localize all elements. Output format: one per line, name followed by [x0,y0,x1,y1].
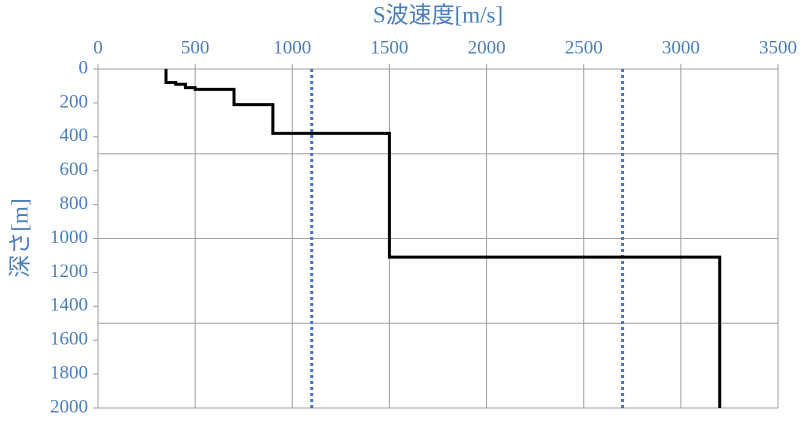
x-axis-title: S波速度[m/s] [373,2,503,27]
x-tick-label: 3500 [759,37,797,58]
data-line [164,69,722,408]
y-tick-label: 1800 [50,362,88,383]
y-tick-label: 200 [60,91,89,112]
x-tick-label: 1500 [370,37,408,58]
x-tick-label: 2000 [468,37,506,58]
y-tick-label: 2000 [50,396,88,417]
x-tick-label: 0 [93,37,103,58]
y-axis-title: 深さ[m] [7,198,32,277]
y-tick-label: 1200 [50,261,88,282]
y-tick-label: 1000 [50,227,88,248]
x-tick-label: 1000 [273,37,311,58]
y-tick-label: 800 [60,193,89,214]
y-tick-label: 1400 [50,295,88,316]
y-tick-label: 600 [60,159,89,180]
x-tick-label: 3000 [662,37,700,58]
x-tick-label: 2500 [565,37,603,58]
y-tick-label: 1600 [50,329,88,350]
y-tick-label: 400 [60,125,89,146]
y-tick-label: 0 [79,57,89,78]
x-tick-label: 500 [181,37,210,58]
